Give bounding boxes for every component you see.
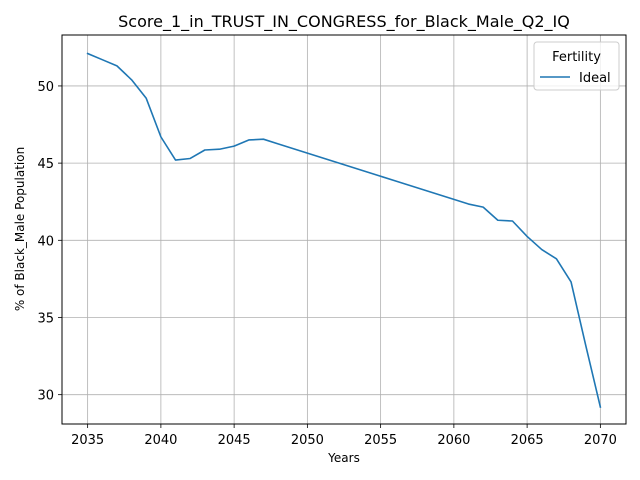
x-tick-label: 2055 [364, 433, 397, 448]
x-tick-label: 2065 [511, 433, 544, 448]
series-line-ideal [86, 52, 602, 408]
x-tick-label: 2050 [291, 433, 324, 448]
y-tick-label: 40 [37, 234, 54, 249]
chart-title: Score_1_in_TRUST_IN_CONGRESS_for_Black_M… [118, 12, 570, 32]
x-tick-label: 2070 [584, 433, 617, 448]
x-tick-label: 2035 [71, 433, 104, 448]
x-axis-label: Years [327, 451, 360, 465]
legend-label-ideal: Ideal [579, 71, 611, 86]
plot-area-frame [61, 34, 627, 425]
y-axis-label: % of Black_Male Population [13, 147, 27, 311]
axis-ticks: 2035 2040 2045 2050 2055 2060 2065 2070 30 35 40 45… [37, 80, 616, 448]
y-tick-label: 35 [37, 311, 54, 326]
legend: Fertility Ideal [533, 41, 620, 91]
legend-box [533, 41, 620, 91]
x-tick-label: 2060 [437, 433, 470, 448]
legend-title: Fertility [552, 50, 601, 65]
y-tick-label: 30 [37, 389, 54, 404]
x-tick-label: 2040 [144, 433, 177, 448]
y-tick-label: 45 [37, 157, 54, 172]
x-tick-label: 2045 [218, 433, 251, 448]
series-lines [86, 52, 602, 408]
y-tick-label: 50 [37, 80, 54, 95]
